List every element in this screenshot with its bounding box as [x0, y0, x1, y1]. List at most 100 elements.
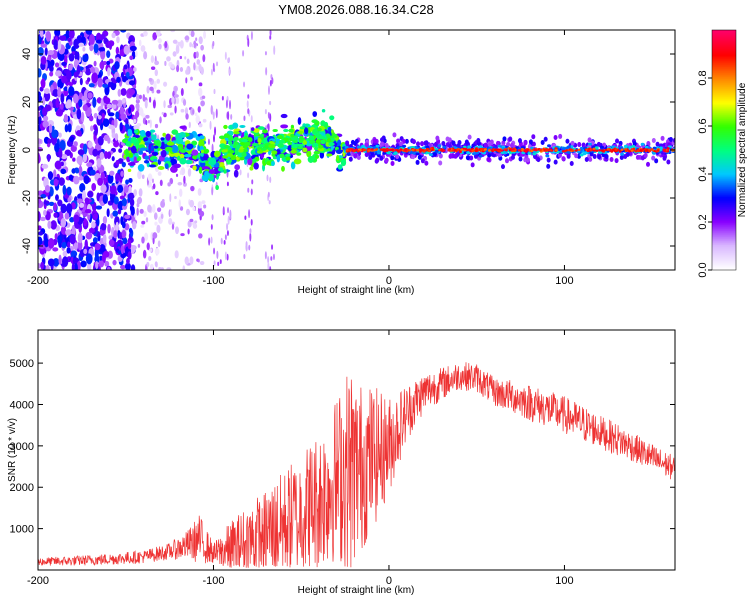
spectrogram-cell-peak [244, 141, 251, 147]
spectrogram-cell-faint [164, 40, 168, 49]
spectrogram-cell-noise [123, 185, 129, 193]
spectrogram-cell-noise [72, 157, 76, 162]
spectrogram-cell-peak [312, 128, 319, 134]
spectrogram-cell-core [375, 148, 379, 151]
spectrogram-cell-band [153, 158, 158, 162]
spectrogram-cell-noise [78, 165, 83, 177]
spectrogram-cell-core [399, 148, 403, 151]
spectrogram-cell-peak [323, 123, 329, 128]
spectrogram-cell-band [151, 151, 159, 156]
spectrogram-cell-halo [596, 141, 601, 147]
spectrogram-cell-band [126, 156, 130, 163]
colorbar-strip [712, 122, 736, 125]
colorbar-strip [712, 196, 736, 199]
spectrogram-cell-core [471, 149, 475, 152]
snr-y-tick-label: 1000 [10, 524, 34, 536]
spectrogram-cell-noise [114, 61, 120, 70]
spectrogram-cell-core [544, 148, 548, 151]
colorbar-strip [712, 102, 736, 105]
spectrogram-cell-noise [119, 122, 123, 132]
spectrogram-cell-outer [478, 145, 483, 149]
spectrogram-cell-band [232, 122, 239, 129]
spectrogram-cell-band [234, 164, 241, 171]
spectrogram-cell-noise [83, 248, 88, 255]
spectrogram-cell-band [186, 143, 194, 150]
spectrogram-cell-noise [58, 132, 62, 138]
spectrogram-cell-core [483, 148, 487, 151]
spectrogram-cell-faint [164, 60, 167, 67]
spectrogram-cell-streak [210, 68, 213, 76]
colorbar-strip [712, 178, 736, 181]
spectrogram-cell-outer [566, 150, 571, 154]
spectrogram-cell-halo [467, 134, 472, 140]
spectrogram-cell-outer [599, 145, 604, 149]
spectrogram-cell-faint [190, 30, 195, 38]
spectrogram-cell-noise [100, 184, 107, 193]
spectrogram-cell-core [367, 149, 371, 152]
spectrogram-cell-faint [141, 174, 145, 180]
spectrogram-cell-noise [38, 111, 41, 118]
spectrogram-cell-noise [76, 64, 81, 76]
colorbar-strip [712, 136, 736, 139]
spectrogram-cell-halo [655, 141, 660, 147]
spectrogram-cell-peak [233, 131, 240, 135]
spectrogram-cell-faint [197, 259, 200, 263]
spectrogram-cell-streak [216, 250, 219, 259]
spectrogram-cell-noise [129, 204, 134, 212]
spectrogram-cell-noise [67, 197, 72, 203]
spectrogram-cell-streak [226, 223, 229, 231]
spectrogram-cell-faint [188, 30, 191, 36]
spectrogram-cell-streak [242, 50, 245, 57]
colorbar-strip [712, 58, 736, 61]
colorbar-strip [712, 132, 736, 135]
spectrogram-cell-noise [117, 209, 122, 215]
spectrogram-cell-streak [211, 186, 214, 196]
spectrogram-cell-streak [213, 247, 216, 255]
spectrogram-cell-outer [620, 152, 625, 156]
spectrogram-cell-noise [38, 94, 43, 103]
spectrogram-cell-noise [81, 111, 85, 123]
spectrogram-cell-faint [146, 262, 150, 267]
spectrogram-cell-faint [169, 209, 173, 216]
spectrogram-cell-faint [201, 95, 206, 100]
spectrogram-cell-noise [123, 64, 128, 70]
spectrogram-cell-faint [157, 38, 162, 44]
spectrogram-cell-band [165, 133, 171, 141]
spectrogram-cell-outer [640, 142, 645, 146]
spectrogram-cell-noise [104, 150, 108, 159]
colorbar-strip [712, 140, 736, 143]
spectrogram-cell-faint [149, 263, 154, 270]
spectrogram-cell-noise [68, 136, 75, 142]
spectrogram-cell-peak [315, 139, 321, 144]
spectrogram-cell-noise [54, 142, 60, 153]
spectrogram-cell-faint [144, 99, 148, 109]
spectrogram-cell-band [219, 162, 225, 167]
spectrogram-cell-faint [146, 85, 150, 94]
spectrogram-cell-core [428, 149, 432, 153]
spectrogram-cell-halo [557, 152, 562, 158]
spectrogram-cell-noise [47, 49, 55, 56]
spectrogram-cell-halo [531, 141, 536, 147]
colorbar-strip [712, 72, 736, 75]
spectrogram-cell-faint [193, 62, 196, 71]
spectrogram-cell-faint [145, 217, 149, 223]
colorbar-strip [712, 254, 736, 257]
spectrogram-cell-noise [115, 111, 120, 120]
spectrogram-cell-band [203, 155, 209, 161]
spectrogram-cell-streak [247, 37, 250, 48]
spectrogram-cell-streak [271, 244, 274, 250]
spectrogram-cell-noise [58, 147, 63, 159]
spectrogram-cell-noise [91, 221, 96, 229]
colorbar-strip [712, 128, 736, 131]
spectrogram-cell-faint [136, 123, 142, 127]
spectrogram-cell-faint [195, 51, 199, 59]
spectrogram-cell-band [192, 165, 197, 171]
spectrogram-cell-noise [113, 230, 118, 239]
spectrogram-cell-noise [111, 32, 116, 39]
spectrogram-cell-noise [100, 98, 104, 109]
spectrogram-cell-noise [108, 235, 113, 240]
spectrogram-cell-noise [108, 239, 115, 247]
spectrogram-cell-streak [224, 51, 227, 60]
colorbar-strip [712, 54, 736, 57]
spectrogram-cell-peak [233, 136, 239, 141]
